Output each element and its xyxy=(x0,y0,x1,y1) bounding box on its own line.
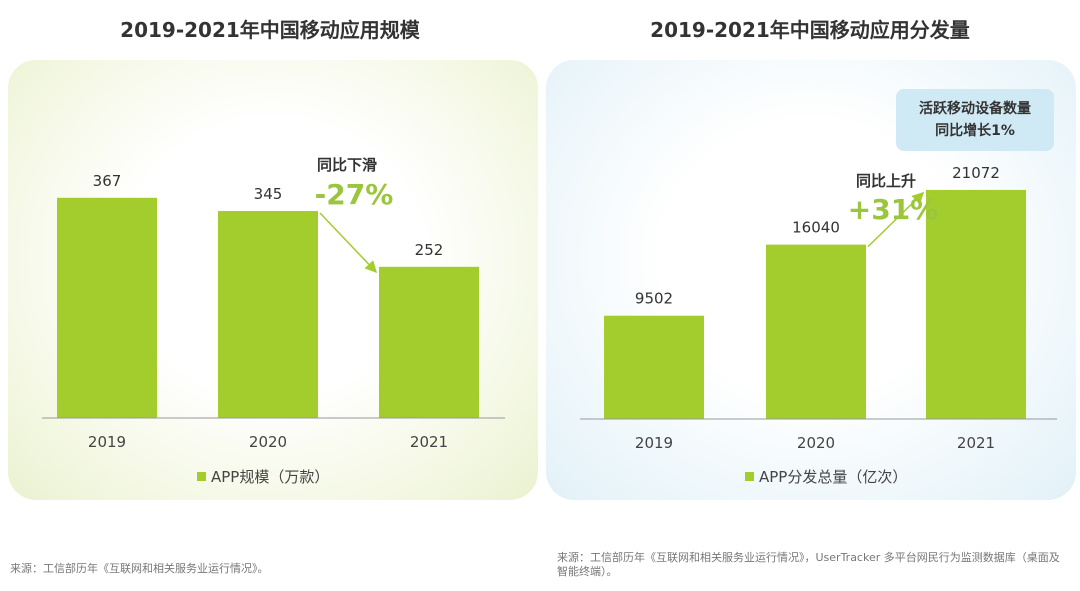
left-bar-2021 xyxy=(379,266,479,418)
left-x-tick-label: 2019 xyxy=(88,433,126,451)
left-legend: APP规模（万款） xyxy=(197,466,329,487)
right-bar-2020 xyxy=(766,244,866,419)
left-change-value: -27% xyxy=(315,178,394,211)
left-bar-value-label: 345 xyxy=(254,185,283,203)
left-bar-2020 xyxy=(218,211,318,418)
right-bar-2019 xyxy=(604,315,704,419)
right-change-label: 同比上升 xyxy=(856,172,916,190)
left-trend-arrow xyxy=(319,212,378,273)
callout-line2: 同比增长1% xyxy=(935,123,1015,139)
right-x-tick-label: 2019 xyxy=(635,434,673,452)
left-bar-chart: 367 2019 345 2020 252 2021 xyxy=(42,172,505,451)
left-legend-label: APP规模（万款） xyxy=(211,468,330,486)
left-x-tick-label: 2021 xyxy=(410,433,448,451)
left-legend-swatch xyxy=(197,472,206,481)
right-bar-value-label: 21072 xyxy=(952,164,1000,182)
left-bar-value-label: 252 xyxy=(415,241,444,259)
right-legend: APP分发总量（亿次） xyxy=(745,466,907,487)
left-x-tick-label: 2020 xyxy=(249,433,287,451)
left-bar-2019 xyxy=(57,197,157,418)
right-trend-arrow xyxy=(867,191,925,248)
left-source-note: 来源：工信部历年《互联网和相关服务业运行情况》。 xyxy=(10,562,269,575)
right-bar-chart: 9502 2019 16040 2020 21072 2021 xyxy=(580,164,1057,452)
right-legend-label: APP分发总量（亿次） xyxy=(759,468,908,486)
right-bar-value-label: 9502 xyxy=(635,290,673,308)
right-bar-2021 xyxy=(926,189,1026,419)
callout-line1: 活跃移动设备数量 xyxy=(919,101,1031,117)
right-chart-title: 2019-2021年中国移动应用分发量 xyxy=(650,18,970,42)
left-change-label: 同比下滑 xyxy=(317,156,377,174)
right-source-note: 来源：工信部历年《互联网和相关服务业运行情况》，UserTracker 多平台网… xyxy=(557,551,1060,578)
left-chart-title: 2019-2021年中国移动应用规模 xyxy=(120,18,420,42)
right-change-value: +31% xyxy=(848,193,938,226)
right-x-tick-label: 2020 xyxy=(797,434,835,452)
right-x-tick-label: 2021 xyxy=(957,434,995,452)
left-bar-value-label: 367 xyxy=(93,172,122,190)
right-legend-swatch xyxy=(745,472,754,481)
active-devices-callout: 活跃移动设备数量 同比增长1% xyxy=(896,89,1054,151)
right-bar-value-label: 16040 xyxy=(792,219,840,237)
